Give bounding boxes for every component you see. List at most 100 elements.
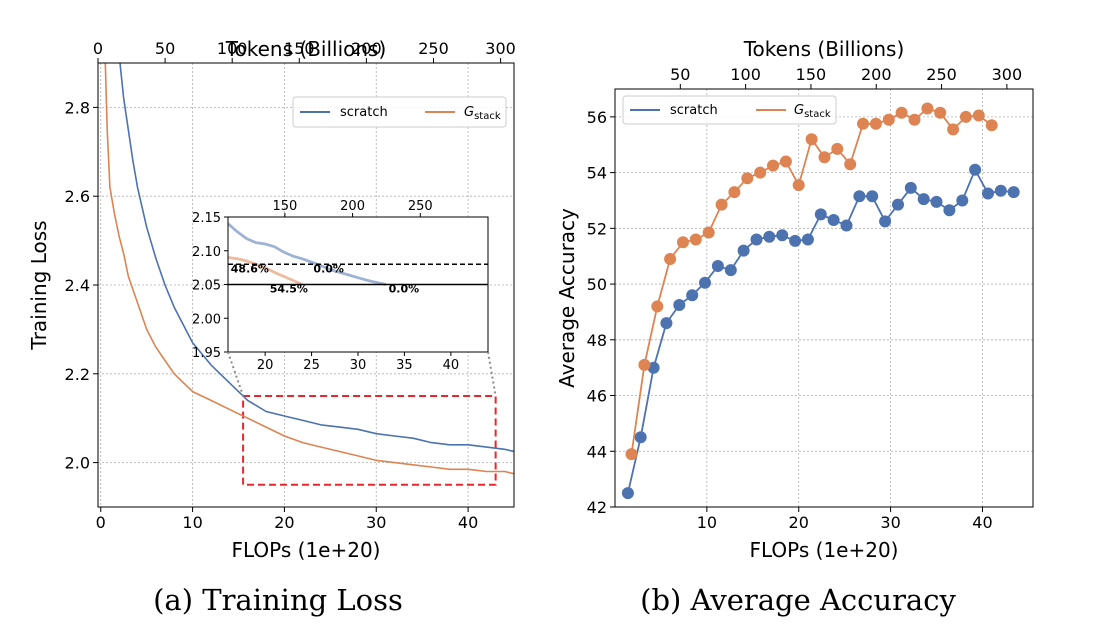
y-tick-label: 48 bbox=[587, 331, 607, 350]
y-tick-label: 2.0 bbox=[65, 454, 90, 473]
inset-y-tick-label: 2.00 bbox=[192, 312, 221, 327]
point-scratch-b bbox=[763, 230, 776, 243]
point-scratch-b bbox=[737, 244, 750, 257]
top-tick-label: 250 bbox=[418, 39, 449, 58]
inset-lines bbox=[228, 222, 387, 286]
inset-y-tick-label: 2.15 bbox=[192, 211, 221, 226]
y-tick-label: 56 bbox=[587, 108, 607, 127]
legend-a: scratch Gstack bbox=[292, 96, 507, 128]
inset-zoom: 48.6% 0.0% 54.5% 0.0% 20 25 30 35 40 1.95 2.00 2.… bbox=[192, 199, 489, 373]
point-gstack-b bbox=[715, 198, 728, 211]
legend-label-gstack-b: Gstack bbox=[794, 103, 831, 120]
line-gstack-b bbox=[630, 107, 993, 455]
point-scratch-b bbox=[982, 187, 994, 200]
x-axis-label-a: FLOPs (1e+20) bbox=[231, 538, 380, 562]
point-scratch-b bbox=[686, 289, 699, 302]
point-gstack-b bbox=[857, 117, 869, 130]
point-scratch-b bbox=[1007, 186, 1020, 199]
top-tick-label: 150 bbox=[284, 39, 315, 58]
point-gstack-b bbox=[638, 358, 651, 371]
x-ticks-b: 10 20 30 40 bbox=[697, 507, 993, 532]
x-tick-label: 10 bbox=[697, 513, 717, 532]
point-scratch-b bbox=[789, 234, 802, 247]
point-scratch-b bbox=[994, 184, 1007, 197]
point-gstack-b bbox=[959, 110, 972, 123]
line-scratch-a bbox=[119, 63, 514, 453]
y-tick-label: 42 bbox=[587, 498, 607, 517]
point-gstack-b bbox=[677, 236, 689, 249]
top-axis-label-b: Tokens (Billions) bbox=[743, 37, 905, 61]
series-lines-a bbox=[104, 63, 514, 475]
y-tick-label: 52 bbox=[587, 219, 607, 238]
inset-annotation: 48.6% bbox=[231, 262, 269, 275]
inset-annotation: 54.5% bbox=[270, 283, 308, 296]
point-scratch-b bbox=[814, 208, 827, 221]
point-scratch-b bbox=[699, 276, 711, 289]
point-gstack-b bbox=[985, 119, 998, 132]
point-scratch-b bbox=[892, 198, 904, 211]
top-ticks-a: 0 50 100 150 200 250 300 bbox=[93, 39, 516, 63]
inset-top-ticks: 150 200 250 bbox=[272, 199, 433, 217]
inset-annotation: 0.0% bbox=[389, 283, 420, 296]
point-scratch-b bbox=[634, 431, 647, 444]
point-scratch-b bbox=[866, 190, 879, 203]
inset-y-tick-label: 2.10 bbox=[192, 245, 221, 260]
point-gstack-b bbox=[651, 300, 664, 313]
point-gstack-b bbox=[844, 158, 857, 171]
point-scratch-b bbox=[660, 317, 673, 330]
inset-x-tick-label: 30 bbox=[350, 358, 367, 373]
top-tick-label: 100 bbox=[217, 39, 248, 58]
x-tick-label: 30 bbox=[366, 513, 386, 532]
caption-a: (a) Training Loss bbox=[153, 583, 403, 617]
line-gstack-a bbox=[104, 63, 514, 475]
point-gstack-b bbox=[934, 106, 947, 119]
top-tick-label: 100 bbox=[730, 65, 761, 84]
point-gstack-b bbox=[947, 123, 960, 136]
zoom-box-a bbox=[242, 395, 497, 486]
top-tick-label: 300 bbox=[992, 65, 1023, 84]
top-tick-label: 300 bbox=[485, 39, 516, 58]
point-gstack-b bbox=[625, 448, 638, 461]
point-scratch-b bbox=[879, 215, 892, 228]
top-tick-label: 50 bbox=[670, 65, 690, 84]
point-scratch-b bbox=[930, 195, 943, 208]
x-tick-label: 40 bbox=[458, 513, 478, 532]
inset-line-gstack bbox=[228, 256, 303, 286]
inset-y-tick-label: 2.05 bbox=[192, 279, 221, 294]
point-scratch-b bbox=[956, 194, 969, 207]
x-tick-label: 40 bbox=[972, 513, 992, 532]
inset-x-ticks: 20 25 30 35 40 bbox=[257, 352, 459, 373]
x-axis-label-b: FLOPs (1e+20) bbox=[749, 538, 898, 562]
point-gstack-b bbox=[664, 253, 677, 265]
point-scratch-b bbox=[801, 233, 814, 246]
y-tick-label: 2.6 bbox=[65, 187, 90, 206]
panel-average-accuracy: 10 20 30 40 42 44 46 48 50 52 54 56 50 100 150 200 250… bbox=[555, 37, 1034, 562]
top-tick-label: 200 bbox=[861, 65, 892, 84]
y-axis-label-a: Training Loss bbox=[27, 220, 51, 350]
point-gstack-b bbox=[908, 113, 921, 126]
point-gstack-b bbox=[831, 142, 844, 155]
zoom-box bbox=[242, 395, 497, 486]
inset-hlines bbox=[228, 263, 488, 286]
point-gstack-b bbox=[869, 117, 882, 130]
point-gstack-b bbox=[882, 113, 895, 126]
inset-x-tick-label: 25 bbox=[303, 358, 320, 373]
point-gstack-b bbox=[805, 133, 818, 146]
x-ticks-a: 0 10 20 30 40 bbox=[96, 507, 478, 532]
inset-annotation: 0.0% bbox=[313, 262, 344, 275]
point-gstack-b bbox=[728, 186, 741, 199]
point-scratch-b bbox=[827, 214, 840, 226]
y-tick-label: 50 bbox=[587, 275, 607, 294]
inset-x-tick-label: 35 bbox=[396, 358, 413, 373]
point-scratch-b bbox=[711, 260, 724, 272]
series-points-b bbox=[621, 102, 1020, 500]
x-tick-label: 20 bbox=[274, 513, 294, 532]
inset-top-tick-label: 200 bbox=[340, 199, 365, 214]
inset-annotations: 48.6% 0.0% 54.5% 0.0% bbox=[231, 262, 419, 295]
axes-frame-b bbox=[614, 88, 1034, 508]
point-gstack-b bbox=[779, 155, 792, 168]
point-scratch-b bbox=[621, 487, 634, 500]
top-tick-label: 200 bbox=[351, 39, 382, 58]
point-scratch-b bbox=[724, 264, 737, 277]
